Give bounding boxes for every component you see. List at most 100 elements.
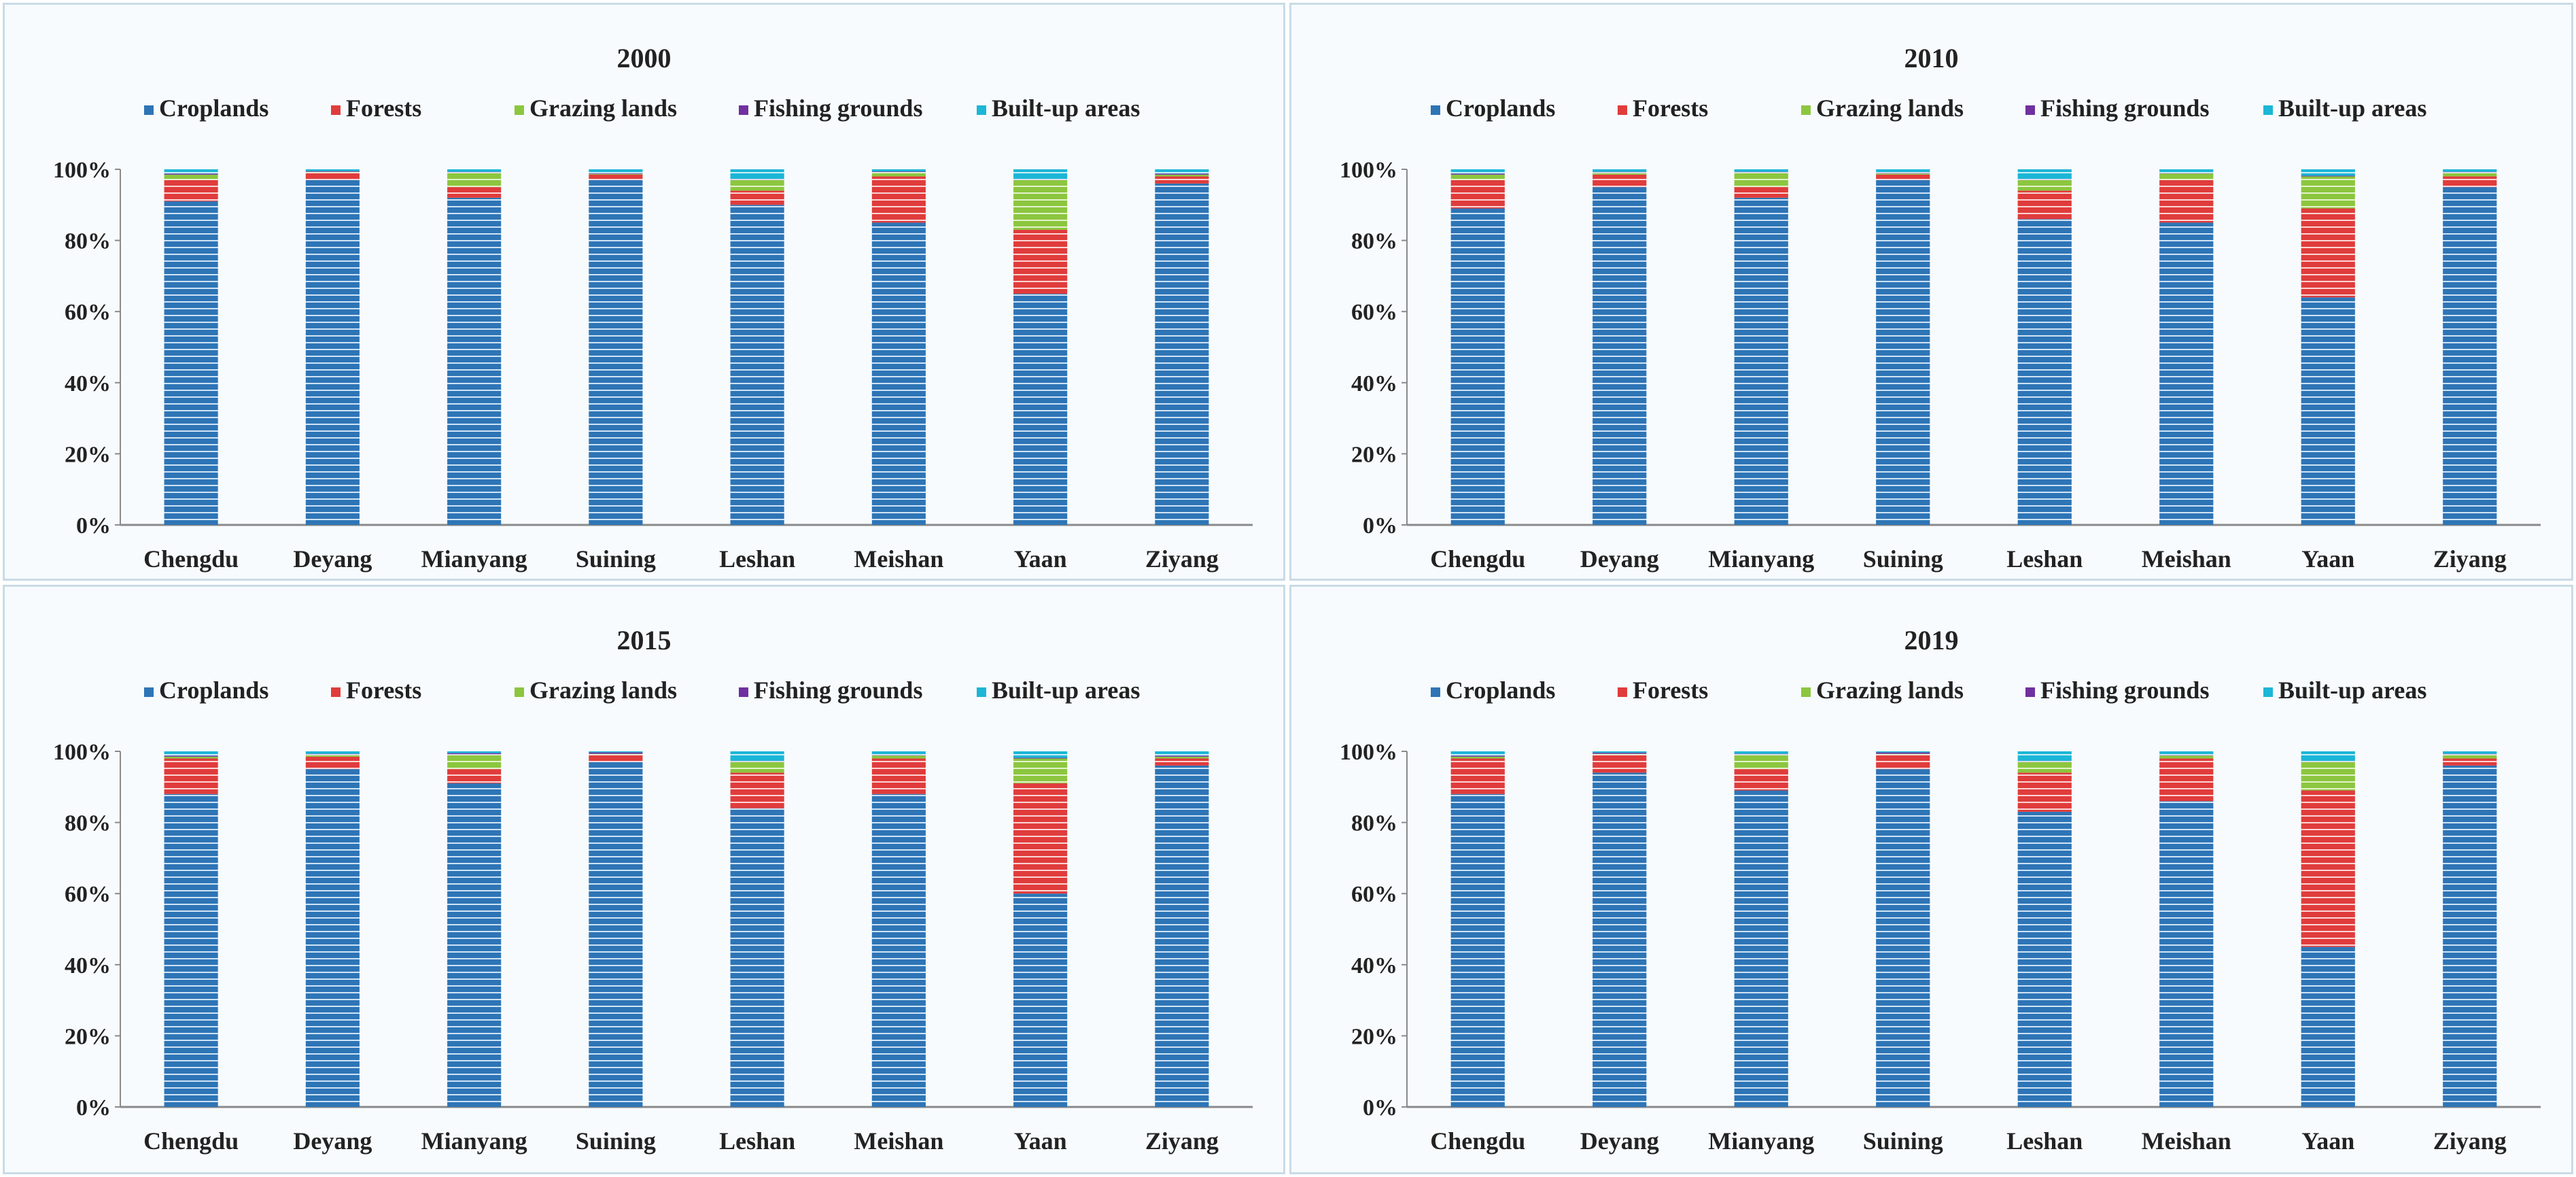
legend-item-croplands: Croplands bbox=[1431, 677, 1555, 704]
bar-segment-mianyang-built-up-areas bbox=[1734, 751, 1788, 754]
bar-segment-mianyang-grazing-lands bbox=[447, 173, 502, 188]
x-tick-label-mianyang: Mianyang bbox=[421, 545, 527, 573]
bar-segment-leshan-forests bbox=[2017, 772, 2072, 812]
legend-swatch-forests bbox=[1618, 687, 1627, 697]
x-tick-label-mianyang: Mianyang bbox=[1708, 545, 1814, 573]
chart-title: 2015 bbox=[617, 625, 672, 655]
bar-segment-mianyang-built-up-areas bbox=[447, 169, 502, 172]
bar-segment-ziyang-forests bbox=[2443, 758, 2497, 766]
bar-segment-ziyang-fishing-grounds bbox=[2443, 753, 2497, 755]
bar-segment-deyang-croplands bbox=[305, 769, 360, 1107]
bar-segment-chengdu-forests bbox=[1450, 180, 1505, 209]
bar-segment-mianyang-croplands bbox=[447, 783, 502, 1107]
bar-segment-leshan-croplands bbox=[2017, 219, 2072, 525]
legend-label-fishing-grounds: Fishing grounds bbox=[754, 95, 922, 122]
bar-segment-ziyang-croplands bbox=[2443, 765, 2497, 1107]
bar-segment-meishan-built-up-areas bbox=[871, 169, 926, 172]
bar-segment-leshan-croplands bbox=[730, 808, 784, 1107]
bar-segment-leshan-forests bbox=[730, 190, 784, 205]
chart-title: 2000 bbox=[617, 43, 672, 73]
bar-segment-meishan-croplands bbox=[871, 222, 926, 525]
bar-segment-meishan-forests bbox=[2159, 180, 2214, 223]
bar-segment-ziyang-grazing-lands bbox=[1155, 756, 1209, 759]
legend-label-croplands: Croplands bbox=[1446, 95, 1555, 122]
y-tick-label: 80% bbox=[65, 811, 111, 836]
bar-segment-mianyang-fishing-grounds bbox=[447, 171, 502, 173]
bar-segment-yaan-forests bbox=[1013, 229, 1068, 294]
legend-swatch-built-up-areas bbox=[2263, 687, 2273, 697]
bar-segment-ziyang-forests bbox=[1155, 758, 1209, 766]
y-tick-label: 40% bbox=[1351, 371, 1397, 396]
x-tick-label-meishan: Meishan bbox=[854, 545, 943, 573]
bar-segment-mianyang-croplands bbox=[447, 197, 502, 525]
bar-segment-yaan-grazing-lands bbox=[1013, 758, 1068, 784]
x-tick-label-suining: Suining bbox=[576, 545, 656, 573]
chart-svg-1: 2010 Croplands Forests Grazing lands Fishing… bbox=[1340, 43, 2541, 573]
legend-item-forests: Forests bbox=[331, 677, 421, 704]
chart-svg-0: 2000 Croplands Forests Grazing lands Fishing… bbox=[53, 43, 1253, 573]
bar-segment-meishan-fishing-grounds bbox=[2159, 754, 2214, 756]
bar-segment-mianyang-fishing-grounds bbox=[1734, 753, 1788, 755]
bar-segment-mianyang-fishing-grounds bbox=[1734, 171, 1788, 173]
bar-segment-ziyang-fishing-grounds bbox=[1155, 755, 1209, 757]
x-tick-label-meishan: Meishan bbox=[854, 1127, 943, 1155]
bar-segment-ziyang-forests bbox=[1155, 176, 1209, 184]
bar-segment-deyang-fishing-grounds bbox=[1592, 171, 1647, 173]
y-tick-label: 40% bbox=[1351, 953, 1397, 978]
y-tick-label: 0% bbox=[76, 513, 111, 539]
y-tick-label: 60% bbox=[1351, 882, 1397, 907]
bar-segment-mianyang-forests bbox=[1734, 769, 1788, 791]
y-tick-label: 40% bbox=[65, 953, 111, 978]
legend-item-forests: Forests bbox=[1618, 95, 1708, 122]
chart-panel-2019: 2019 Croplands Forests Grazing lands Fishing… bbox=[1289, 585, 2573, 1174]
y-tick-label: 20% bbox=[1351, 1024, 1397, 1049]
bar-segment-chengdu-grazing-lands bbox=[164, 174, 218, 180]
bar-segment-leshan-grazing-lands bbox=[2017, 180, 2072, 191]
bar-segment-ziyang-forests bbox=[2443, 176, 2497, 188]
legend-swatch-built-up-areas bbox=[977, 105, 986, 115]
bar-segment-meishan-croplands bbox=[2159, 801, 2214, 1107]
x-tick-label-yaan: Yaan bbox=[1014, 545, 1067, 573]
legend-label-croplands: Croplands bbox=[159, 677, 268, 704]
bar-segment-ziyang-grazing-lands bbox=[2443, 173, 2497, 177]
x-tick-label-leshan: Leshan bbox=[2006, 545, 2083, 573]
y-tick-label: 100% bbox=[53, 740, 111, 765]
legend-swatch-fishing-grounds bbox=[2025, 105, 2035, 115]
bar-segment-deyang-built-up-areas bbox=[305, 169, 360, 171]
bar-segment-leshan-croplands bbox=[730, 205, 784, 525]
bar-segment-ziyang-built-up-areas bbox=[2443, 169, 2497, 172]
y-tick-label: 20% bbox=[65, 442, 111, 467]
y-tick-label: 20% bbox=[65, 1024, 111, 1049]
y-tick-label: 20% bbox=[1351, 442, 1397, 467]
bar-segment-leshan-grazing-lands bbox=[730, 762, 784, 773]
legend-item-fishing-grounds: Fishing grounds bbox=[2025, 677, 2209, 704]
bar-segment-suining-croplands bbox=[1876, 769, 1930, 1107]
bar-segment-ziyang-fishing-grounds bbox=[2443, 171, 2497, 173]
bar-segment-ziyang-fishing-grounds bbox=[1155, 173, 1209, 175]
x-tick-label-yaan: Yaan bbox=[2301, 1127, 2354, 1155]
bar-segment-yaan-forests bbox=[2301, 790, 2355, 947]
bar-segment-yaan-fishing-grounds bbox=[1013, 757, 1068, 759]
bar-segment-meishan-forests bbox=[871, 758, 926, 794]
bar-segment-mianyang-grazing-lands bbox=[447, 755, 502, 770]
bar-segment-chengdu-forests bbox=[164, 180, 218, 202]
bar-segment-suining-croplands bbox=[589, 180, 643, 525]
bar-segment-suining-forests bbox=[1876, 755, 1930, 770]
bar-segment-chengdu-fishing-grounds bbox=[1450, 755, 1505, 757]
bar-segment-mianyang-croplands bbox=[1734, 197, 1788, 525]
bar-segment-yaan-built-up-areas bbox=[1013, 169, 1068, 180]
bar-segment-yaan-built-up-areas bbox=[1013, 751, 1068, 758]
bar-segment-deyang-fishing-grounds bbox=[305, 171, 360, 172]
legend-label-built-up-areas: Built-up areas bbox=[992, 95, 1140, 122]
legend-label-built-up-areas: Built-up areas bbox=[992, 677, 1140, 704]
bar-segment-chengdu-croplands bbox=[1450, 208, 1505, 525]
bar-segment-meishan-grazing-lands bbox=[871, 172, 926, 177]
legend-swatch-fishing-grounds bbox=[2025, 687, 2035, 697]
chart-panel-2015: 2015 Croplands Forests Grazing lands Fishing… bbox=[3, 585, 1285, 1174]
bar-segment-deyang-forests bbox=[305, 173, 360, 180]
legend-label-grazing-lands: Grazing lands bbox=[529, 95, 677, 122]
legend-item-forests: Forests bbox=[331, 95, 421, 122]
legend-item-grazing-lands: Grazing lands bbox=[1801, 95, 1964, 122]
legend-label-croplands: Croplands bbox=[1446, 677, 1555, 704]
chart-title: 2019 bbox=[1904, 625, 1959, 655]
